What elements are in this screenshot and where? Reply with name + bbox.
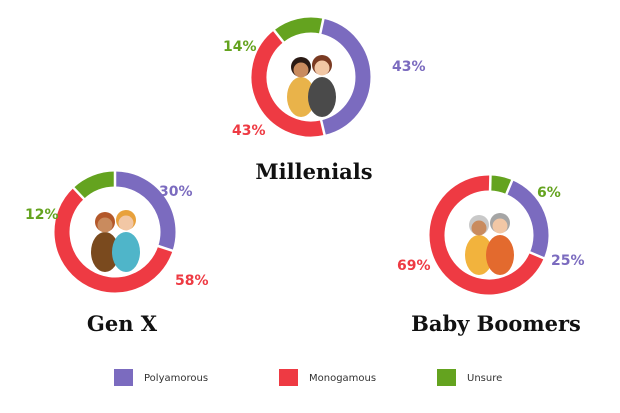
donut-chart-baby-boomers: 25% 69% 6% Baby Boomers <box>397 174 585 336</box>
couple-illustration <box>77 194 153 272</box>
segment-divider <box>156 244 174 253</box>
baby-boomers-unsure-percent-label: 6% <box>537 185 561 201</box>
millenials-monogamous-percent-label: 43% <box>232 123 266 139</box>
millenials-monogamous-segment <box>251 30 325 137</box>
donut-chart-gen-x: 30% 58% 12% Gen X <box>25 170 209 336</box>
gen-x-unsure-segment <box>73 171 116 200</box>
millenials-unsure-percent-label: 14% <box>223 39 257 55</box>
legend-item-unsure: Unsure <box>437 369 502 386</box>
millenials-unsure-segment <box>274 17 324 43</box>
legend-item-monogamous: Monogamous <box>279 369 376 386</box>
millenials-polyamorous-percent-label: 43% <box>392 59 426 75</box>
baby-boomers-polyamorous-percent-label: 25% <box>551 253 585 269</box>
legend-label-monogamous: Monogamous <box>309 373 376 384</box>
millenials-polyamorous-segment <box>319 18 371 135</box>
baby-boomers-title: Baby Boomers <box>411 311 581 336</box>
donut-chart-millenials: 43% 43% 14% Millenials <box>223 17 426 184</box>
segment-divider <box>272 28 285 44</box>
gen-x-title: Gen X <box>87 311 158 336</box>
baby-boomers-unsure-segment <box>489 175 513 195</box>
legend-swatch-unsure <box>437 369 456 386</box>
gen-x-monogamous-percent-label: 58% <box>175 273 209 289</box>
gen-x-polyamorous-percent-label: 30% <box>159 184 193 200</box>
baby-boomers-monogamous-percent-label: 69% <box>397 258 431 274</box>
baby-boomers-monogamous-segment <box>429 175 544 295</box>
segment-divider <box>318 17 325 35</box>
gen-x-polyamorous-segment <box>114 171 176 251</box>
legend-label-unsure: Unsure <box>467 373 502 384</box>
legend-item-polyamorous: Polyamorous <box>114 369 208 386</box>
millenials-title: Millenials <box>255 159 372 184</box>
legend-swatch-polyamorous <box>114 369 133 386</box>
legend-label-polyamorous: Polyamorous <box>144 373 208 384</box>
segment-divider <box>71 186 86 201</box>
segment-divider <box>528 250 546 260</box>
couple-illustration <box>451 197 527 275</box>
legend-swatch-monogamous <box>279 369 298 386</box>
gen-x-monogamous-segment <box>54 187 173 293</box>
segment-divider <box>504 178 514 196</box>
gen-x-unsure-percent-label: 12% <box>25 207 59 223</box>
couple-illustration <box>273 39 349 117</box>
baby-boomers-polyamorous-segment <box>506 180 549 259</box>
segment-divider <box>319 119 327 137</box>
legend: Polyamorous Monogamous Unsure <box>114 369 502 386</box>
